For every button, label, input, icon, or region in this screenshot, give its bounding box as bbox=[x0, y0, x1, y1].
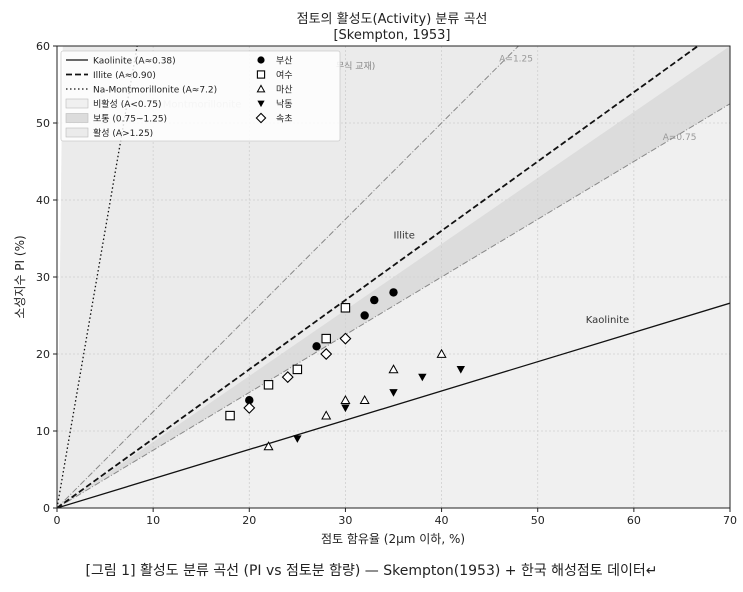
data-points bbox=[225, 288, 465, 451]
y-tick-label: 20 bbox=[36, 348, 50, 361]
point-circle bbox=[389, 288, 398, 297]
point-square bbox=[225, 410, 235, 421]
legend-series-label: 속초 bbox=[276, 114, 293, 125]
legend-series-label: 부산 bbox=[276, 56, 293, 67]
point-diamond bbox=[320, 348, 333, 360]
legend-line-label: Illite (A≈0.90) bbox=[93, 71, 156, 81]
legend-marker-diamond bbox=[255, 112, 267, 124]
x-tick-label: 60 bbox=[627, 514, 641, 527]
y-tick-label: 30 bbox=[36, 271, 50, 284]
point-triangle-down bbox=[341, 404, 350, 413]
point-triangle-up bbox=[263, 441, 274, 451]
point-diamond bbox=[339, 332, 352, 345]
point-diamond bbox=[243, 401, 256, 414]
legend: Kaolinite (A≈0.38) Illite (A≈0.90) Na-Mont… bbox=[60, 50, 341, 142]
chart-title: 점토의 활성도(Activity) 분류 곡선 bbox=[297, 12, 488, 27]
x-tick-label: 50 bbox=[531, 514, 545, 527]
legend-marker-triangle-down bbox=[257, 100, 265, 108]
point-triangle-up bbox=[321, 410, 332, 420]
y-tick-label: 10 bbox=[36, 425, 50, 438]
legend-zone-swatch bbox=[65, 127, 89, 138]
legend-series-label: 여수 bbox=[276, 69, 293, 81]
point-diamond bbox=[281, 371, 294, 384]
boundary-line bbox=[57, 46, 519, 508]
legend-box bbox=[60, 50, 341, 142]
y-axis-label: 소성지수 PI (%) bbox=[13, 235, 27, 318]
y-tick-label: 0 bbox=[43, 502, 50, 515]
axes: 0 10 20 30 40 50 60 70 0 10 20 30 40 50 60 bbox=[36, 40, 737, 527]
point-triangle-up bbox=[436, 348, 447, 358]
legend-line-label: Kaolinite (A≈0.38) bbox=[93, 57, 176, 67]
y-tick-label: 60 bbox=[36, 40, 50, 53]
x-tick-label: 0 bbox=[54, 514, 61, 527]
legend-line-label: Na-Montmorillonite (A≈7.2) bbox=[93, 86, 217, 96]
line-kaolinite bbox=[57, 302, 730, 508]
legend-zone-label: 비활성 (A<0.75) bbox=[93, 98, 161, 110]
line-illite bbox=[57, 46, 699, 508]
x-tick-label: 30 bbox=[338, 514, 352, 527]
legend-zone-swatch bbox=[65, 98, 89, 109]
point-triangle-down bbox=[456, 366, 465, 374]
point-circle bbox=[370, 295, 379, 305]
legend-series-label: 낙동 bbox=[276, 99, 293, 110]
x-tick-label: 20 bbox=[242, 514, 256, 527]
legend-zone-swatch bbox=[65, 113, 89, 123]
point-triangle-down bbox=[389, 389, 398, 397]
point-triangle-down bbox=[293, 435, 302, 443]
point-triangle-up bbox=[340, 394, 351, 405]
point-triangle-up bbox=[388, 364, 399, 374]
legend-marker-triangle-up bbox=[256, 84, 266, 93]
figure-caption: [그림 1] 활성도 분류 곡선 (PI vs 점토분 함량) — Skempt… bbox=[85, 563, 658, 579]
point-circle bbox=[245, 396, 254, 405]
chart-svg: 점토의 활성도(Activity) 분류 곡선 [Skempton, 1953]… bbox=[13, 12, 737, 546]
chart-subtitle: [Skempton, 1953] bbox=[333, 28, 450, 43]
y-tick-label: 50 bbox=[36, 117, 50, 130]
point-circle bbox=[312, 342, 321, 351]
line-label-illite: Illite bbox=[394, 231, 415, 242]
legend-series-label: 마산 bbox=[276, 85, 293, 96]
x-tick-label: 10 bbox=[146, 514, 160, 527]
legend-marker-square bbox=[256, 70, 266, 79]
point-triangle-up bbox=[359, 394, 370, 405]
y-tick-label: 40 bbox=[36, 194, 50, 207]
zone-boundaries: A=1.25 A=0.75 bbox=[57, 46, 730, 508]
point-triangle-down bbox=[418, 373, 427, 382]
boundary-label: A=0.75 bbox=[663, 133, 697, 143]
point-square bbox=[292, 364, 303, 375]
point-square bbox=[340, 303, 351, 313]
boundary-line bbox=[57, 103, 730, 508]
x-tick-label: 40 bbox=[435, 514, 449, 527]
x-axis-label: 점토 함유율 (2μm 이하, %) bbox=[321, 532, 465, 546]
legend-zone-label: 보통 (0.75~1.25) bbox=[93, 114, 167, 125]
legend-marker-circle bbox=[257, 56, 265, 64]
point-square bbox=[263, 380, 274, 390]
background-note: 무식 교재) bbox=[336, 61, 376, 72]
annotations: 무식 교재) bbox=[336, 61, 376, 72]
point-square bbox=[321, 333, 331, 344]
legend-zone-label: 활성 (A>1.25) bbox=[93, 127, 153, 139]
line-label-kaolinite: Kaolinite bbox=[586, 315, 629, 326]
x-tick-label: 70 bbox=[723, 514, 737, 527]
boundary-label: A=1.25 bbox=[499, 54, 533, 64]
point-circle bbox=[360, 311, 369, 320]
